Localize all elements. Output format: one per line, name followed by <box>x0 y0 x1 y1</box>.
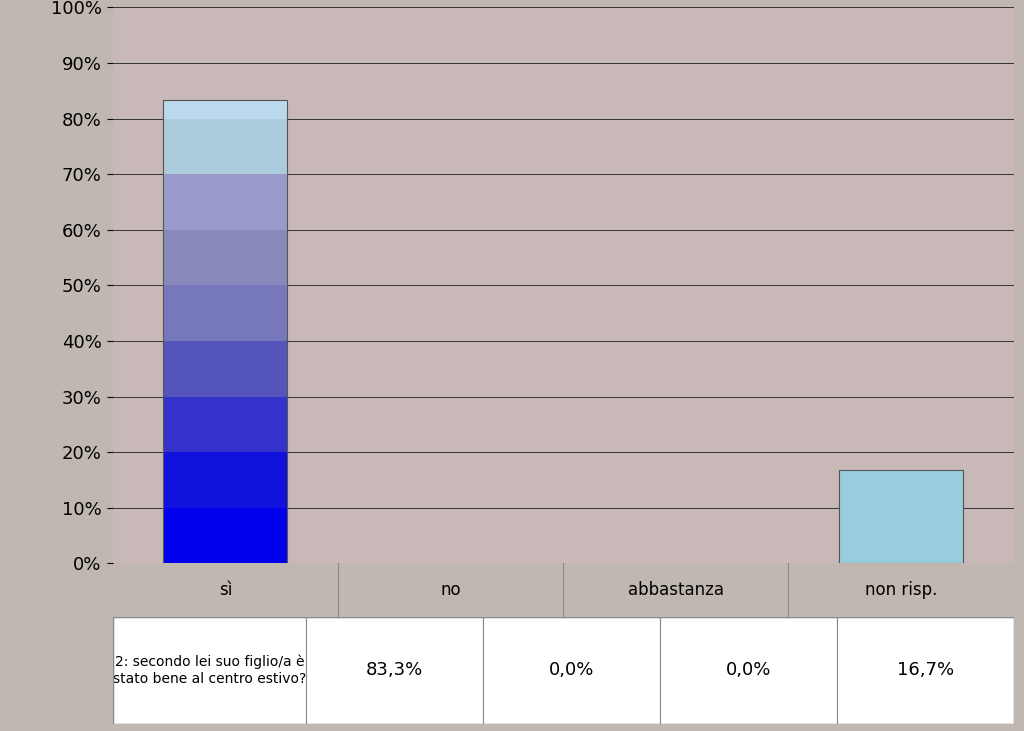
Text: 0,0%: 0,0% <box>549 662 594 679</box>
Bar <box>483 617 660 724</box>
Bar <box>164 285 287 341</box>
Text: 2: secondo lei suo figlio/a è
stato bene al centro estivo?: 2: secondo lei suo figlio/a è stato bene… <box>113 655 306 686</box>
Bar <box>164 396 287 452</box>
Bar <box>164 118 287 174</box>
Bar <box>840 471 963 564</box>
Bar <box>164 174 287 230</box>
Text: non risp.: non risp. <box>865 581 937 599</box>
Text: no: no <box>440 581 461 599</box>
Bar <box>164 341 287 396</box>
Text: 0,0%: 0,0% <box>726 662 771 679</box>
Bar <box>660 617 837 724</box>
Text: 83,3%: 83,3% <box>367 662 424 679</box>
Text: abbastanza: abbastanza <box>628 581 724 599</box>
Bar <box>164 230 287 285</box>
Bar <box>306 617 483 724</box>
Bar <box>113 617 306 724</box>
Text: 16,7%: 16,7% <box>897 662 954 679</box>
Bar <box>837 617 1014 724</box>
Bar <box>840 471 964 564</box>
Bar <box>164 452 287 508</box>
Bar <box>164 100 287 118</box>
Bar <box>164 508 287 564</box>
Bar <box>164 100 287 564</box>
Text: sì: sì <box>218 581 232 599</box>
